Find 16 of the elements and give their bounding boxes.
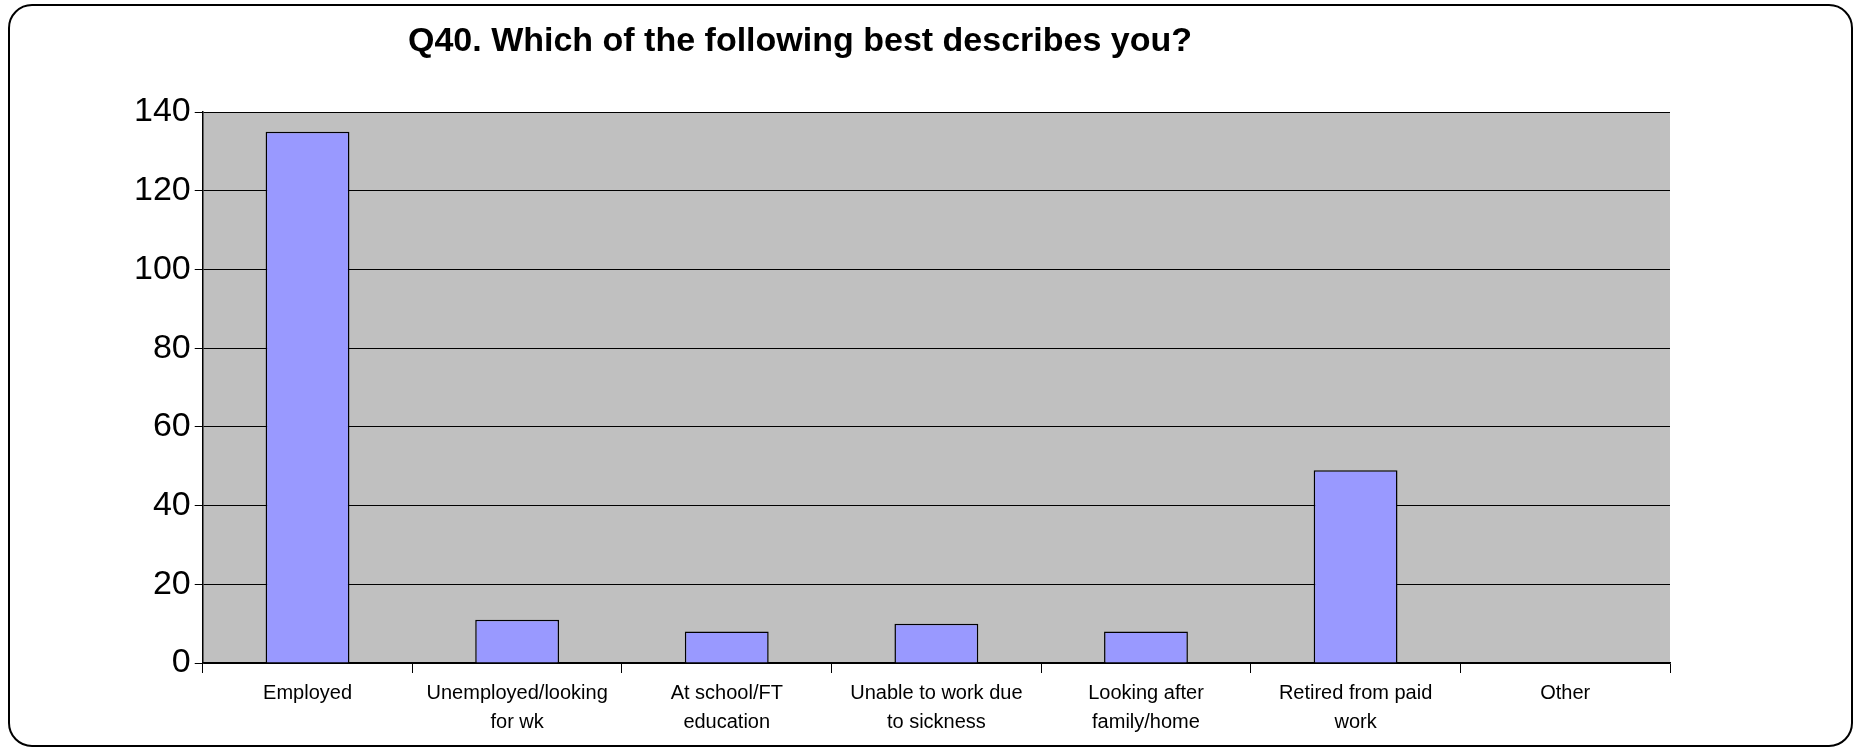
- y-tick-label: 20: [152, 562, 191, 601]
- y-tick-label: 0: [171, 641, 191, 680]
- x-tick-label: At school/FT education: [670, 681, 783, 733]
- x-tick-label: Unable to work due to sickness: [850, 681, 1023, 733]
- x-tick-label: Unemployed/looking for wk: [426, 681, 608, 733]
- y-tick-label: 40: [152, 483, 191, 522]
- x-tick-label: Retired from paid work: [1278, 681, 1433, 733]
- y-tick-label: 140: [133, 90, 191, 129]
- x-tick-label: Employed: [263, 681, 352, 704]
- y-tick-label: 80: [152, 326, 191, 365]
- y-tick-label: 60: [152, 405, 191, 444]
- x-tick-label: Looking after family/home: [1088, 681, 1205, 733]
- y-tick-label: 120: [133, 169, 191, 208]
- chart-title: Q40. Which of the following best describes you?: [407, 20, 1193, 59]
- x-tick-label: Other: [1540, 681, 1591, 704]
- y-tick-label: 100: [133, 247, 191, 286]
